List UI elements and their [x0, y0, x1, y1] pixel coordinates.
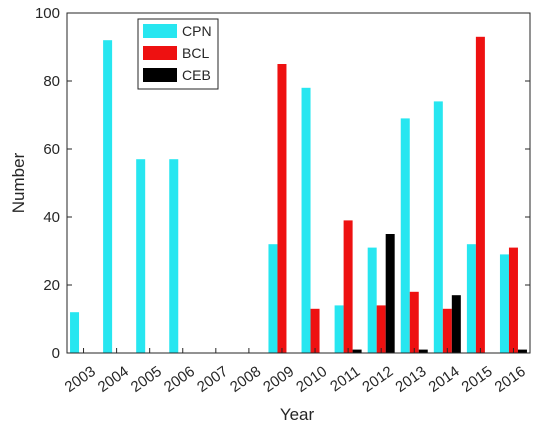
- bar-cpn-2003: [70, 312, 80, 353]
- y-tick-label-100: 100: [35, 5, 60, 22]
- bar-cpn-2004: [103, 40, 113, 353]
- bar-bcl-2015: [475, 36, 485, 354]
- legend: CPN BCL CEB: [137, 18, 219, 90]
- bar-ceb-2014: [451, 295, 461, 353]
- y-tick-label-0: 0: [52, 345, 60, 362]
- legend-swatch-ceb: [143, 68, 177, 82]
- bar-cpn-2014: [433, 101, 443, 354]
- bar-cpn-2011: [334, 305, 344, 353]
- bar-cpn-2015: [466, 244, 476, 353]
- x-axis-title: Year: [280, 405, 315, 424]
- legend-swatch-bcl: [143, 46, 177, 60]
- bar-bcl-2009: [277, 64, 287, 353]
- bar-cpn-2010: [301, 87, 311, 354]
- legend-label-cpn: CPN: [182, 23, 212, 39]
- bar-ceb-2012: [385, 234, 395, 353]
- bar-bcl-2013: [409, 291, 419, 353]
- legend-label-bcl: BCL: [182, 45, 209, 61]
- bar-bcl-2012: [376, 305, 386, 353]
- bar-bcl-2014: [442, 308, 452, 353]
- legend-label-ceb: CEB: [182, 67, 211, 83]
- bar-ceb-2016: [517, 349, 527, 353]
- y-tick-label-80: 80: [43, 73, 60, 90]
- y-tick-label-60: 60: [43, 141, 60, 158]
- y-axis-title: Number: [9, 152, 28, 213]
- bar-cpn-2009: [268, 244, 278, 353]
- axes-layer: [66, 12, 531, 354]
- bar-ceb-2013: [418, 349, 428, 353]
- bar-bcl-2016: [508, 247, 518, 353]
- bar-cpn-2005: [136, 159, 146, 353]
- legend-swatch-cpn: [143, 24, 177, 38]
- y-tick-label-20: 20: [43, 277, 60, 294]
- bar-bcl-2010: [310, 308, 320, 353]
- bar-ceb-2011: [352, 349, 362, 353]
- bar-cpn-2013: [400, 118, 410, 354]
- y-tick-label-40: 40: [43, 209, 60, 226]
- bar-bcl-2011: [343, 220, 353, 353]
- bar-cpn-2016: [499, 254, 509, 353]
- plot-frame: [66, 12, 531, 354]
- bar-cpn-2012: [367, 247, 377, 353]
- bars-layer: [70, 36, 527, 354]
- bar-cpn-2006: [169, 159, 179, 353]
